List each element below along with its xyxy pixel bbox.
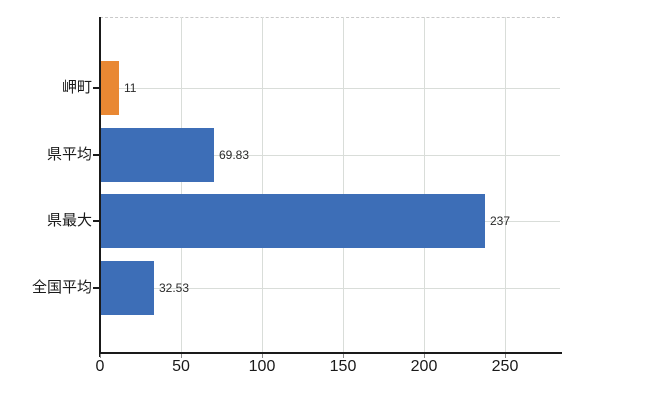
gridline-vertical	[262, 17, 263, 353]
x-axis-line	[99, 352, 562, 354]
x-axis-tick	[424, 354, 425, 358]
y-axis-tick	[93, 287, 100, 289]
gridline-vertical	[343, 17, 344, 353]
bar	[101, 128, 214, 182]
y-axis-line	[99, 17, 101, 357]
x-axis-tick	[262, 354, 263, 358]
y-tick-label: 全国平均	[31, 279, 92, 296]
x-tick-label: 0	[95, 358, 105, 375]
gridline-vertical	[505, 17, 506, 353]
gridline-vertical	[181, 17, 182, 353]
gridline-horizontal	[100, 88, 560, 89]
x-axis-tick	[100, 354, 101, 358]
plot-top-border	[100, 17, 560, 18]
bar-value-label: 32.53	[159, 281, 190, 295]
x-axis-tick	[505, 354, 506, 358]
y-axis-tick	[93, 154, 100, 156]
gridline-horizontal	[100, 155, 560, 156]
y-tick-label: 県平均	[46, 146, 92, 163]
x-axis-tick	[181, 354, 182, 358]
y-tick-label: 県最大	[46, 212, 92, 229]
bar	[101, 61, 119, 115]
y-axis-tick	[93, 220, 100, 222]
x-tick-label: 50	[172, 358, 190, 375]
bar-value-label: 69.83	[219, 148, 250, 162]
x-axis-tick	[343, 354, 344, 358]
bar	[101, 261, 154, 315]
x-tick-label: 100	[248, 358, 276, 375]
bar	[101, 194, 485, 248]
bar-value-label: 237	[490, 214, 511, 228]
x-tick-label: 150	[329, 358, 357, 375]
bar-value-label: 11	[124, 81, 137, 95]
x-tick-label: 250	[491, 358, 519, 375]
gridline-vertical	[424, 17, 425, 353]
y-axis-tick	[93, 87, 100, 89]
y-tick-label: 岬町	[61, 79, 92, 96]
plot-area: 11 69.83 237 32.53	[100, 17, 560, 353]
gridline-horizontal	[100, 288, 560, 289]
x-tick-label: 200	[410, 358, 438, 375]
